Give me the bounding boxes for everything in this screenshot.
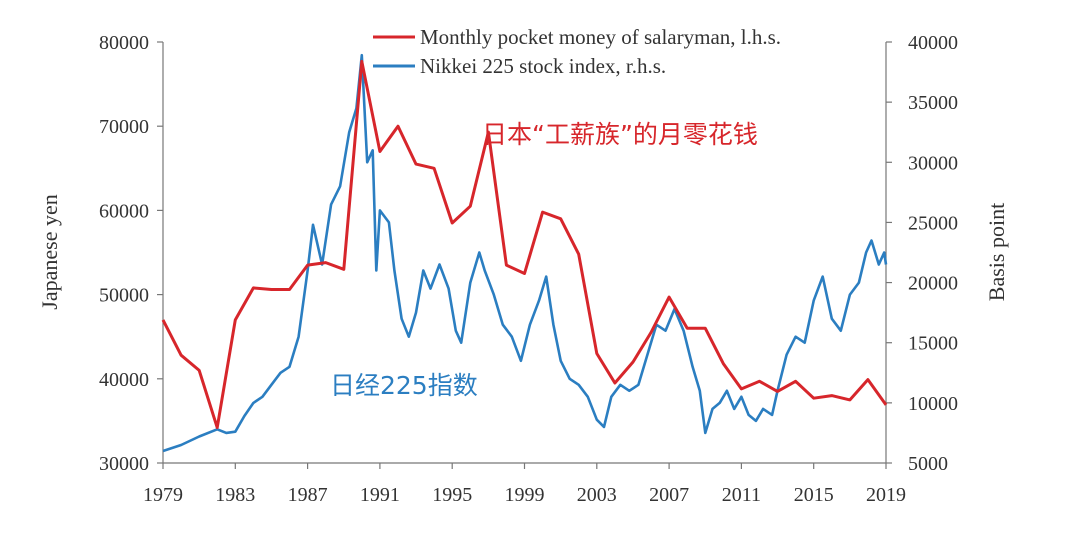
x-tick-label: 1983	[215, 484, 255, 506]
right-tick-label: 25000	[908, 212, 958, 234]
right-tick-label: 10000	[908, 393, 958, 415]
right-tick-label: 20000	[908, 273, 958, 295]
x-tick-label: 2011	[722, 484, 761, 506]
x-tick-label: 1979	[143, 484, 183, 506]
pocket-money-series-line	[161, 59, 888, 430]
left-y-ticks: 30000 40000 50000 60000 70000 80000	[99, 32, 163, 475]
left-tick-label: 50000	[99, 285, 149, 307]
left-tick-label: 80000	[99, 32, 149, 54]
right-tick-label: 5000	[908, 453, 948, 475]
x-tick-label: 1991	[360, 484, 400, 506]
annotation-pocket-money-cn: 日本“工薪族”的月零花钱	[482, 120, 758, 149]
x-tick-label: 2003	[577, 484, 617, 506]
right-tick-label: 15000	[908, 333, 958, 355]
legend-label-nikkei: Nikkei 225 stock index, r.h.s.	[420, 54, 666, 78]
right-tick-label: 30000	[908, 152, 958, 174]
x-tick-label: 2007	[649, 484, 689, 506]
left-axis-title: Japanese yen	[37, 194, 62, 309]
nikkei-225-series-line	[162, 53, 888, 453]
annotation-nikkei-cn: 日经225指数	[330, 371, 478, 400]
x-tick-label: 1995	[432, 484, 472, 506]
x-tick-label: 1999	[505, 484, 545, 506]
x-tick-label: 2015	[794, 484, 834, 506]
left-tick-label: 70000	[99, 116, 149, 138]
left-tick-label: 40000	[99, 369, 149, 391]
x-tick-label: 2019	[866, 484, 906, 506]
x-tick-label: 1987	[288, 484, 328, 506]
left-tick-label: 30000	[99, 453, 149, 475]
right-axis-title: Basis point	[984, 203, 1009, 301]
legend-label-pocket-money: Monthly pocket money of salaryman, l.h.s…	[420, 25, 781, 49]
right-tick-label: 35000	[908, 92, 958, 114]
x-axis-ticks: 1979 1983 1987 1991 1995 1999 2003 2007 2011 2015…	[143, 463, 906, 506]
left-tick-label: 60000	[99, 200, 149, 222]
right-tick-label: 40000	[908, 32, 958, 54]
right-y-ticks: 5000 10000 15000 20000 25000 30000 35000 40000	[886, 32, 958, 475]
legend: Monthly pocket money of salaryman, l.h.s…	[373, 25, 781, 78]
